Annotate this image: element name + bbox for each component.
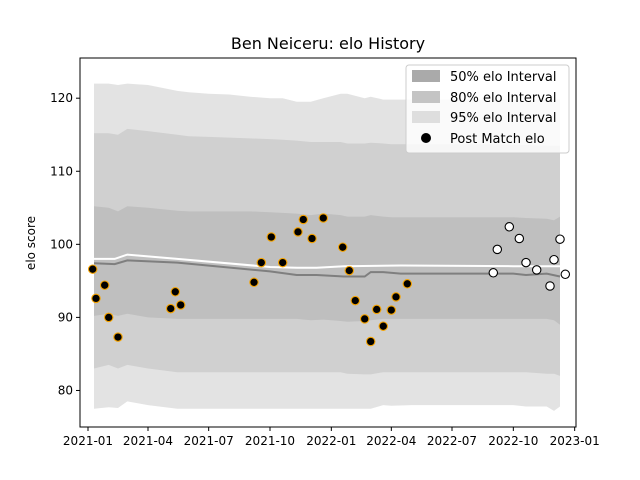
x-axis-ticks: 2021-01 2021-04 2021-07 2021-10 2022-01 2022-… [63,427,600,448]
post-match-point [91,293,101,304]
legend-swatch-80 [412,91,440,103]
post-match-point [344,265,355,276]
legend: 50% elo Interval 80% elo Interval 95% el… [405,64,570,154]
post-match-point [103,312,114,323]
post-match-point [170,287,181,297]
post-match-point [318,213,329,223]
recent-match-point [521,257,531,268]
post-match-point [371,304,382,315]
x-tick-label: 2022-01 [306,434,356,448]
recent-match-point [531,265,542,275]
post-match-point [266,232,277,242]
recent-match-point [549,254,559,265]
y-tick-label: 100 [50,237,73,251]
x-tick-label: 2021-10 [245,434,295,448]
legend-swatch-50 [412,70,440,82]
y-tick-label: 80 [58,383,73,397]
x-tick-label: 2021-01 [63,434,113,448]
chart-title: Ben Neiceru: elo History [231,34,425,53]
y-axis-ticks: 80 90 100 110 120 [50,91,80,397]
recent-match-point [560,269,571,280]
recent-match-point [545,281,555,291]
plot-area [87,83,571,411]
post-match-point [175,300,186,310]
expected-elo-line [94,253,560,269]
x-tick-label: 2021-04 [123,434,173,448]
post-match-point [350,295,361,306]
legend-swatch-95 [412,111,440,123]
post-match-point [165,303,176,314]
post-match-point [293,227,303,237]
x-tick-label: 2022-07 [427,434,477,448]
x-tick-label: 2022-10 [488,434,538,448]
axes-frame [79,57,577,428]
post-match-point [113,332,123,342]
post-match-points [87,213,571,347]
post-match-point [359,314,370,324]
post-match-point [337,242,348,252]
legend-label-50: 50% elo Interval [450,70,557,85]
band-50-interval [94,206,560,325]
post-match-point [365,336,376,347]
x-tick-label: 2023-01 [550,434,600,448]
y-axis-label: elo score [24,216,38,270]
legend-marker-post-match [421,133,431,143]
post-match-point [391,292,401,302]
y-tick-label: 120 [50,91,73,105]
mean-elo-line [93,259,561,278]
post-match-point [402,279,413,289]
recent-match-point [492,244,503,255]
post-match-point [277,257,288,268]
y-tick-label: 90 [58,310,73,324]
x-tick-label: 2022-04 [366,434,416,448]
post-match-point [249,277,259,288]
legend-label-95: 95% elo Interval [450,111,557,126]
legend-label-80: 80% elo Interval [450,91,557,106]
post-match-point [87,264,98,274]
recent-match-point [488,268,499,278]
recent-match-point [555,234,565,244]
post-match-point [378,321,389,331]
recent-match-point [514,233,525,244]
post-match-point [386,305,397,315]
post-match-point [307,233,317,244]
legend-frame [405,64,570,154]
post-match-point [298,214,309,225]
y-tick-label: 110 [50,164,73,178]
post-match-point [256,257,267,268]
legend-label-post-match: Post Match elo [450,132,545,147]
post-match-point [99,280,110,290]
x-tick-label: 2021-07 [184,434,234,448]
recent-match-point [504,222,515,232]
